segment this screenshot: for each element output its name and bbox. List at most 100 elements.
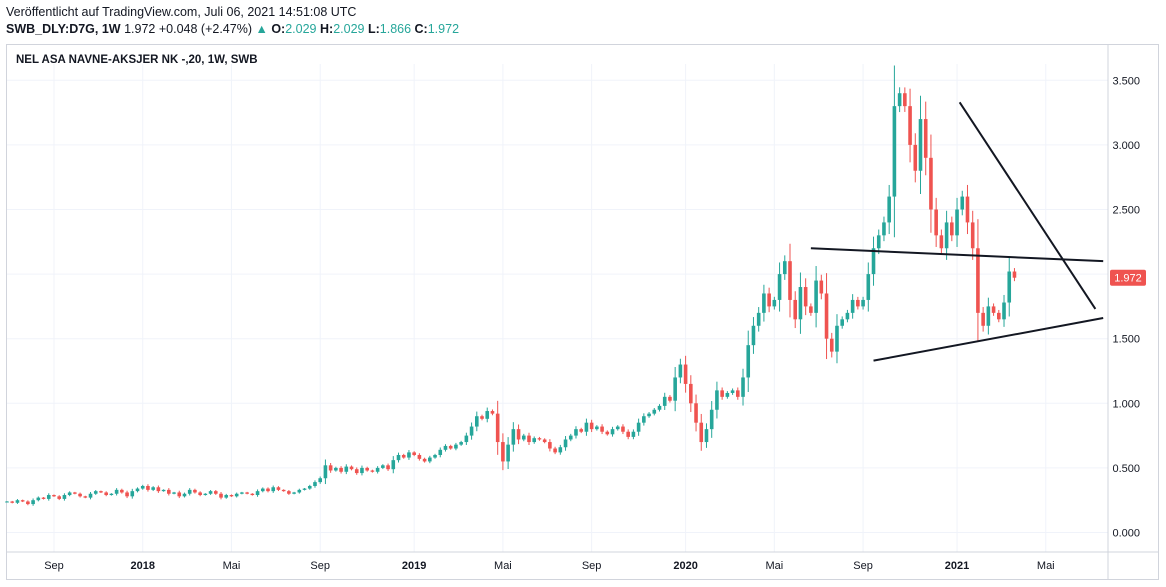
candle-body	[563, 439, 568, 448]
y-tick-label: 2.500	[1112, 205, 1140, 217]
candle-body	[694, 403, 698, 423]
candle-body	[537, 438, 542, 440]
y-tick-label: 3.500	[1112, 75, 1140, 87]
candle-body	[26, 501, 30, 505]
open-value: 2.029	[285, 22, 317, 36]
candle-body	[809, 306, 813, 313]
candle-body	[788, 261, 792, 300]
candle-body	[67, 492, 72, 496]
candle-body	[151, 487, 155, 490]
trendlines	[810, 101, 1104, 362]
candle-body	[584, 422, 589, 432]
candle-body	[120, 489, 124, 493]
candle-body	[558, 447, 563, 453]
y-tick-label: 3.000	[1112, 140, 1140, 152]
candle-body	[224, 495, 229, 498]
candle-body	[652, 409, 657, 414]
candle-body	[913, 144, 918, 171]
candle-body	[668, 396, 672, 401]
candle-body	[459, 442, 463, 445]
candle-body	[934, 209, 938, 236]
candle-body	[83, 496, 88, 498]
close-label: C:	[414, 22, 428, 36]
candle-body	[401, 454, 406, 458]
y-tick-label: 1.500	[1112, 334, 1140, 346]
candle-body	[600, 426, 604, 432]
candle-body	[762, 293, 766, 313]
low-label: L:	[367, 22, 380, 36]
chart-title: NEL ASA NAVNE-AKSJER NK -,20, 1W, SWB	[16, 54, 258, 66]
candle-body	[480, 416, 484, 419]
candle-body	[976, 248, 980, 313]
candle-body	[41, 497, 46, 499]
candle-body	[292, 492, 296, 494]
candle-body	[511, 429, 516, 445]
candle-body	[454, 444, 458, 449]
candle-body	[605, 431, 610, 435]
last-price-value: 1.972	[124, 22, 156, 36]
candle-body	[229, 495, 234, 497]
candle-body	[339, 467, 343, 472]
x-tick-label: Sep	[853, 560, 873, 572]
candle-body	[334, 467, 338, 471]
change-value: +0.048 (+2.47%)	[158, 22, 252, 36]
x-tick-label: 2020	[673, 560, 697, 572]
candle-body	[31, 500, 35, 505]
symbol-label: SWB_DLY:D7G, 1W	[6, 22, 121, 36]
candle-body	[527, 435, 531, 443]
candle-body	[720, 390, 724, 397]
candle-body	[354, 469, 359, 474]
candle-body	[370, 470, 375, 472]
y-tick-label: 1.000	[1112, 398, 1140, 410]
candle-body	[365, 467, 369, 471]
candle-body	[939, 235, 944, 249]
candle-body	[130, 491, 135, 497]
candle-body	[349, 466, 354, 470]
candle-body	[287, 491, 291, 494]
candle-body	[266, 488, 270, 492]
candle-body	[715, 390, 719, 410]
x-tick-label: Mai	[1037, 560, 1055, 572]
chart-frame	[6, 44, 1159, 580]
candle-body	[318, 478, 322, 483]
candle-body	[908, 106, 912, 145]
candle-body	[642, 416, 646, 423]
x-tick-label: Mai	[765, 560, 783, 572]
candle-body	[683, 364, 688, 384]
candle-body	[772, 299, 777, 307]
candle-body	[803, 287, 808, 307]
candle-body	[725, 392, 730, 397]
candle-body	[386, 465, 390, 470]
candle-body	[412, 452, 416, 455]
candle-body	[109, 493, 114, 496]
candle-body	[208, 491, 213, 494]
candle-body	[751, 325, 756, 346]
x-tick-label: 2019	[402, 560, 426, 572]
candle-body	[73, 492, 77, 494]
candle-body	[553, 448, 557, 453]
candle-body	[15, 500, 20, 503]
low-value: 1.866	[379, 22, 412, 36]
candle-body	[819, 280, 824, 294]
chart-header: Veröffentlicht auf TradingView.com, Juli…	[6, 4, 459, 38]
x-tick-label: Sep	[44, 560, 64, 572]
candle-body	[814, 280, 818, 313]
last-price-badge-bg	[1110, 269, 1146, 286]
candle-body	[767, 293, 771, 307]
candle-body	[709, 409, 714, 430]
candle-body	[146, 485, 150, 490]
candle-body	[610, 429, 615, 435]
candle-body	[897, 93, 902, 107]
candle-body	[866, 274, 871, 300]
x-tick-label: Mai	[223, 560, 241, 572]
candle-body	[501, 442, 505, 462]
candle-body	[1007, 271, 1012, 303]
candle-body	[736, 390, 740, 397]
candle-body	[281, 489, 286, 492]
candle-body	[542, 439, 547, 443]
candle-body	[167, 489, 171, 494]
candle-body	[741, 377, 745, 397]
candle-body	[297, 489, 302, 493]
candle-body	[396, 454, 401, 461]
